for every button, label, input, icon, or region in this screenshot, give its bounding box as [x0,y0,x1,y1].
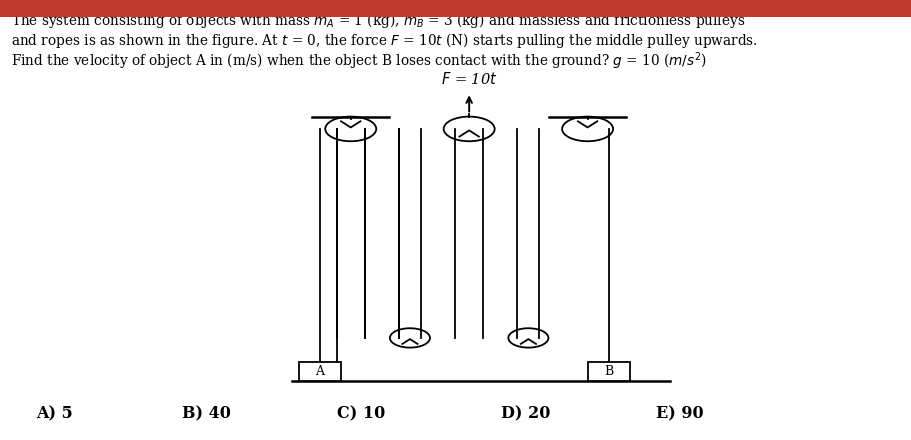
Text: E) 90: E) 90 [656,405,703,422]
Text: A: A [315,365,324,378]
FancyBboxPatch shape [588,362,630,381]
Text: Find the velocity of object A in (m/s) when the object B loses contact with the : Find the velocity of object A in (m/s) w… [11,51,707,72]
FancyBboxPatch shape [299,362,341,381]
Text: B) 40: B) 40 [182,405,231,422]
Text: B: B [604,365,613,378]
Text: A) 5: A) 5 [36,405,73,422]
Text: D) 20: D) 20 [501,405,550,422]
Text: The system consisting of objects with mass $m_A$ = 1 (kg), $m_B$ = 3 (kg) and ma: The system consisting of objects with ma… [11,11,745,30]
Text: $F$ = 10$t$: $F$ = 10$t$ [441,71,497,87]
Text: C) 10: C) 10 [337,405,385,422]
Text: and ropes is as shown in the figure. At $t$ = 0, the force $F$ = 10$t$ (N) start: and ropes is as shown in the figure. At … [11,31,758,50]
